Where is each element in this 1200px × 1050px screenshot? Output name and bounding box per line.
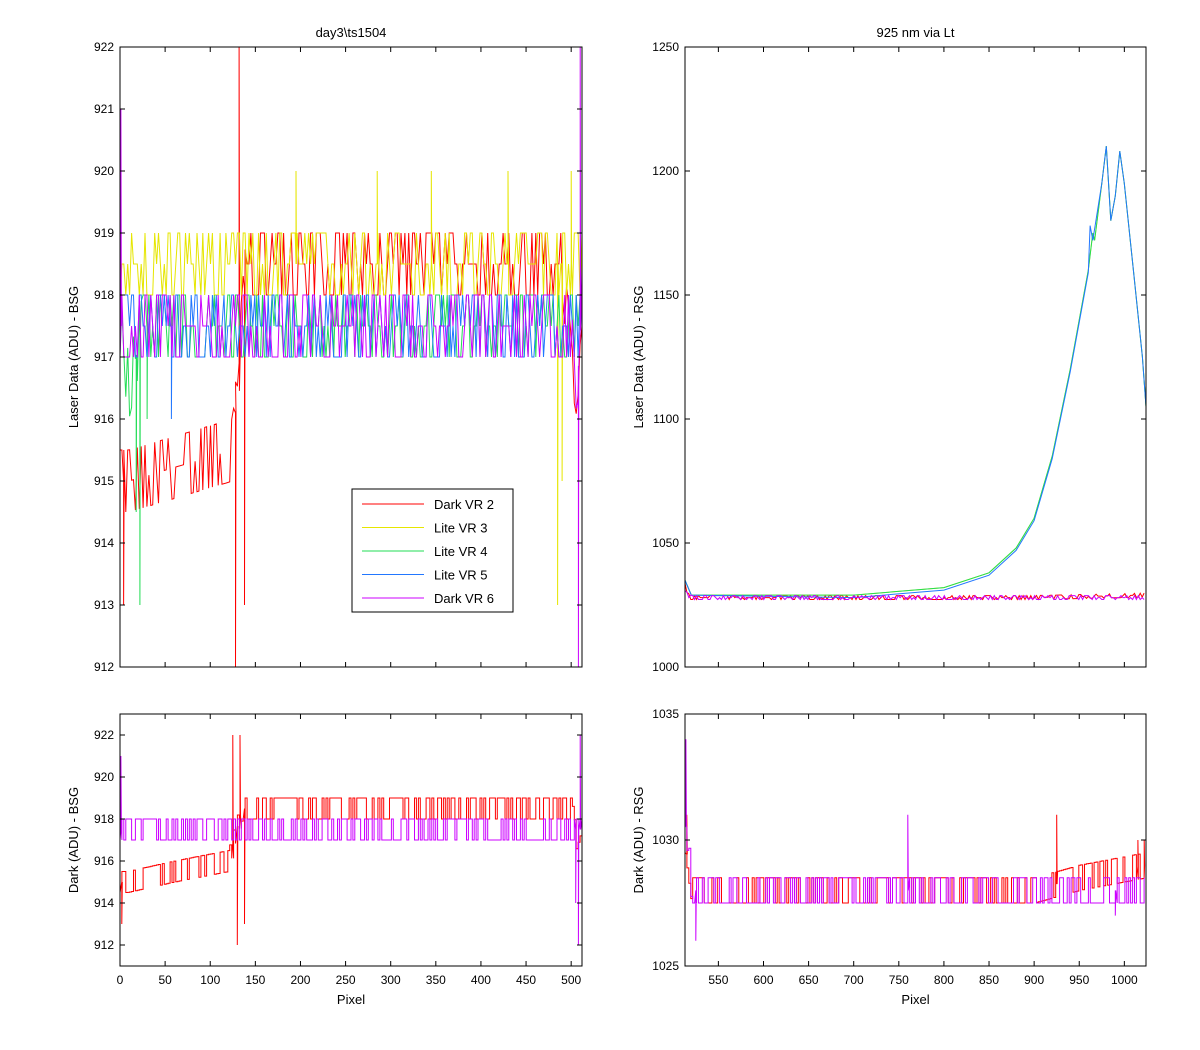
y-tick-label: 920 (94, 770, 114, 784)
y-tick-label: 1050 (652, 536, 679, 550)
series-line-dark-vr-6 (685, 590, 1145, 601)
chart-title: 925 nm via Lt (876, 25, 954, 40)
x-tick-label: 650 (799, 973, 819, 987)
x-axis-label: Pixel (901, 992, 929, 1007)
x-tick-label: 0 (117, 973, 124, 987)
chart-top-left: 912 913 914 915 916 917 918 919 920 921 922 day3\ts… (66, 25, 583, 674)
x-tick-label: 550 (708, 973, 728, 987)
y-tick-label: 1030 (652, 833, 679, 847)
y-tick-label: 1250 (652, 40, 679, 54)
x-axis-label: Pixel (337, 992, 365, 1007)
x-tick-label: 350 (426, 973, 446, 987)
y-tick-label: 1025 (652, 959, 679, 973)
y-tick-label: 915 (94, 474, 114, 488)
x-tick-label: 600 (753, 973, 773, 987)
y-axis-label: Laser Data (ADU) - BSG (66, 286, 81, 428)
x-tick-label: 750 (889, 973, 909, 987)
x-tick-label: 700 (844, 973, 864, 987)
x-tick-label: 250 (336, 973, 356, 987)
chart-title: day3\ts1504 (316, 25, 387, 40)
series-line-dark-vr-2 (120, 734, 582, 946)
x-tick-label: 50 (158, 973, 172, 987)
x-tick-label: 200 (290, 973, 310, 987)
x-tick-label: 950 (1069, 973, 1089, 987)
y-tick-label: 920 (94, 164, 114, 178)
y-tick-label: 912 (94, 660, 114, 674)
y-tick-label: 921 (94, 102, 114, 116)
axes-box (684, 713, 1147, 967)
y-tick-label: 917 (94, 350, 114, 364)
legend-entry: Dark VR 6 (434, 591, 494, 606)
legend-entry: Dark VR 2 (434, 497, 494, 512)
y-tick-label: 1000 (652, 660, 679, 674)
series-line-dark-vr-6 (120, 47, 582, 667)
legend-entry: Lite VR 3 (434, 521, 487, 536)
y-axis-label: Laser Data (ADU) - RSG (631, 285, 646, 428)
y-tick-label: 913 (94, 598, 114, 612)
legend-entry: Lite VR 5 (434, 568, 487, 583)
y-tick-label: 1035 (652, 707, 679, 721)
x-tick-label: 450 (516, 973, 536, 987)
y-tick-label: 916 (94, 412, 114, 426)
x-tick-label: 300 (381, 973, 401, 987)
series-line-dark-vr-2 (685, 814, 1146, 904)
y-tick-label: 1200 (652, 164, 679, 178)
series-line-lite-vr-3 (120, 170, 582, 606)
y-tick-label: 1150 (653, 288, 679, 302)
y-tick-label: 912 (94, 938, 114, 952)
series-line-dark-vr-6 (685, 739, 1145, 941)
series-line-lite-vr-5 (685, 146, 1146, 599)
y-tick-label: 919 (94, 226, 114, 240)
x-tick-label: 800 (934, 973, 954, 987)
y-tick-label: 922 (94, 40, 114, 54)
chart-bottom-right: 1025 1030 1035 550 600 650 700 750 800 850 900 950 1… (631, 707, 1147, 1007)
y-tick-label: 914 (94, 536, 114, 550)
legend: Dark VR 2 Lite VR 3 Lite VR 4 Lite VR 5 Dark… (351, 488, 514, 613)
series-line-lite-vr-4 (685, 146, 1146, 596)
y-tick-label: 1100 (653, 412, 679, 426)
chart-bottom-left: 912 914 916 918 920 922 0 50 100 150 200 250 300 350 4… (66, 713, 583, 1007)
y-axis-label: Dark (ADU) - RSG (631, 787, 646, 894)
x-tick-label: 900 (1024, 973, 1044, 987)
legend-entry: Lite VR 4 (434, 544, 487, 559)
y-tick-label: 918 (94, 812, 114, 826)
x-tick-label: 500 (561, 973, 581, 987)
y-axis-label: Dark (ADU) - BSG (66, 787, 81, 893)
series-line-lite-vr-3 (685, 146, 1146, 596)
y-tick-label: 914 (94, 896, 114, 910)
y-tick-label: 922 (94, 728, 114, 742)
x-tick-label: 150 (245, 973, 265, 987)
axes-box (684, 46, 1147, 668)
x-tick-label: 1000 (1111, 973, 1138, 987)
y-tick-label: 916 (94, 854, 114, 868)
series-line-dark-vr-2 (120, 47, 582, 667)
y-tick-label: 918 (94, 288, 114, 302)
axes-box (119, 713, 583, 967)
x-tick-label: 100 (200, 973, 220, 987)
x-tick-label: 400 (471, 973, 491, 987)
x-tick-label: 850 (979, 973, 999, 987)
series-line-dark-vr-6 (120, 734, 582, 946)
chart-top-right: 1000 1050 1100 1150 1200 1250 925 nm via Lt Las… (631, 25, 1147, 674)
series-line-lite-vr-5 (120, 294, 582, 420)
